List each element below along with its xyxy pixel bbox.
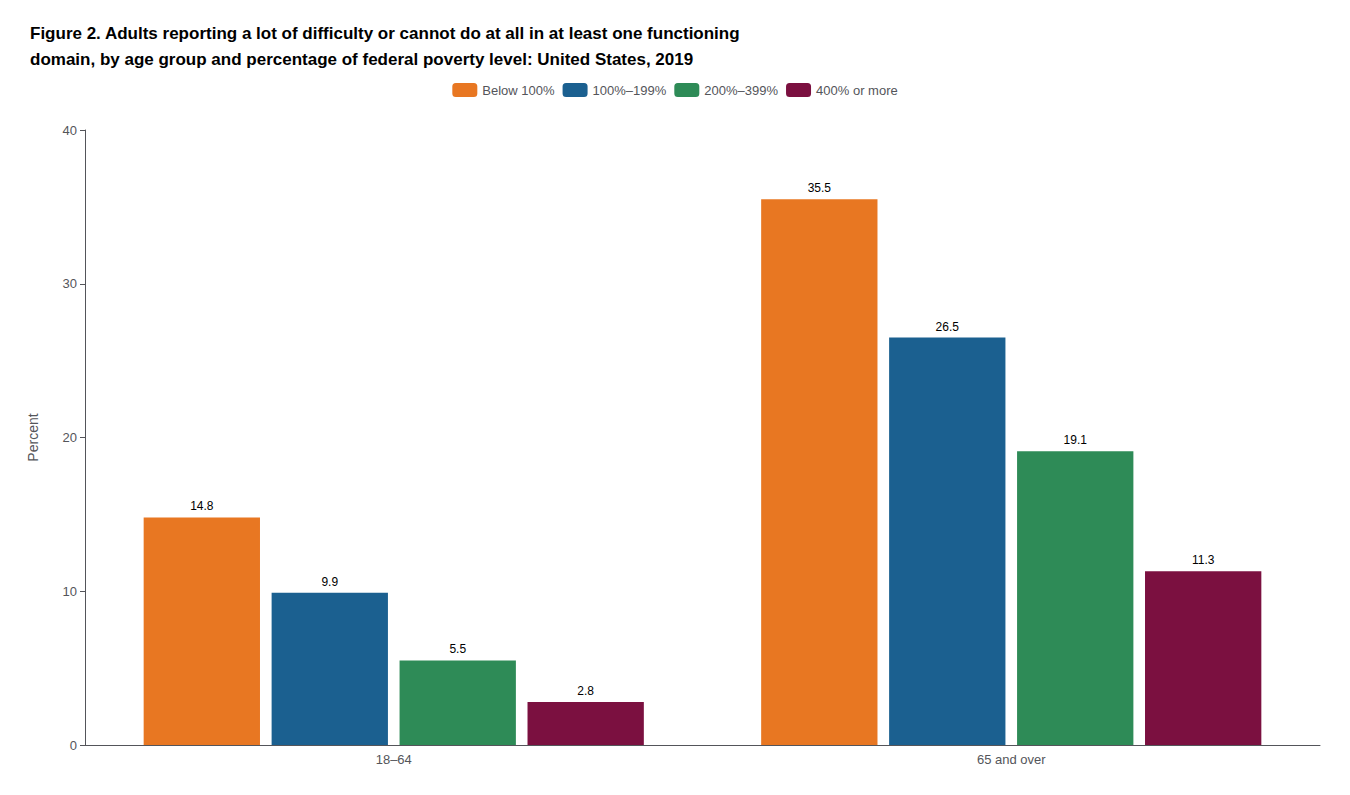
- svg-text:Figure 2. Adults reporting a l: Figure 2. Adults reporting a lot of diff…: [30, 24, 740, 43]
- svg-text:2.8: 2.8: [577, 684, 594, 698]
- svg-text:domain, by age group and perce: domain, by age group and percentage of f…: [30, 50, 693, 69]
- svg-text:10: 10: [63, 584, 77, 599]
- svg-text:65 and over: 65 and over: [977, 752, 1046, 767]
- svg-text:14.8: 14.8: [190, 499, 214, 513]
- svg-text:9.9: 9.9: [321, 575, 338, 589]
- svg-text:200%–399%: 200%–399%: [704, 83, 778, 98]
- svg-text:Percent: Percent: [25, 413, 41, 461]
- svg-text:18–64: 18–64: [376, 752, 412, 767]
- svg-text:400% or more: 400% or more: [816, 83, 898, 98]
- svg-text:30: 30: [63, 276, 77, 291]
- svg-text:11.3: 11.3: [1192, 553, 1215, 567]
- svg-text:26.5: 26.5: [936, 320, 960, 334]
- svg-text:100%–199%: 100%–199%: [593, 83, 667, 98]
- svg-text:19.1: 19.1: [1064, 433, 1088, 447]
- svg-text:35.5: 35.5: [808, 181, 832, 195]
- svg-text:40: 40: [63, 123, 77, 138]
- svg-text:5.5: 5.5: [449, 642, 466, 656]
- svg-text:0: 0: [70, 738, 77, 753]
- svg-text:Below 100%: Below 100%: [482, 83, 555, 98]
- svg-text:20: 20: [63, 430, 77, 445]
